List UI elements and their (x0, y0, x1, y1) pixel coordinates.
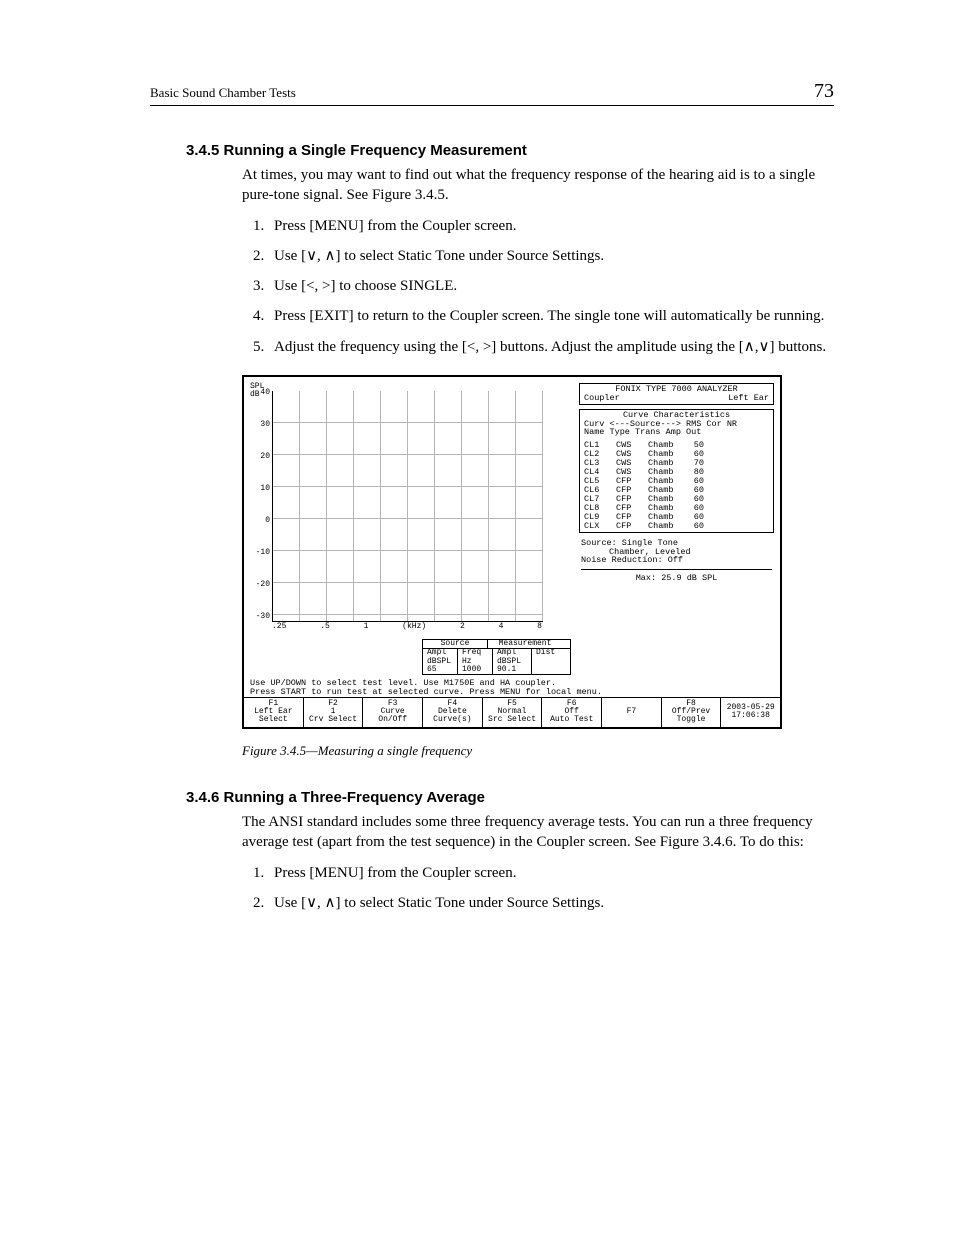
source-measurement-box: Source Measurement Ampl Freq Ampl Dist (422, 639, 571, 676)
spl-chart: SPL dB 40 30 20 10 0 -10 -20 -30 .25 (272, 383, 552, 633)
x-tick: 4 (499, 623, 504, 631)
plot-grid (272, 391, 543, 622)
x-tick: .5 (320, 623, 330, 631)
fkey-f1: F1Left EarSelect (244, 698, 304, 727)
page: Basic Sound Chamber Tests 73 3.4.5 Runni… (0, 0, 954, 1027)
fkey-f5: F5NormalSrc Select (483, 698, 543, 727)
sm-cell: 65 (423, 666, 458, 674)
section-346-step: Press [MENU] from the Coupler screen. (268, 863, 834, 883)
section-346-intro: The ANSI standard includes some three fr… (242, 812, 834, 853)
x-tick: 2 (460, 623, 465, 631)
fkey-line2: Src Select (484, 716, 541, 724)
fkey-line2: On/Off (364, 716, 421, 724)
y-tick: -20 (254, 581, 270, 589)
y-tick: 30 (254, 421, 270, 429)
function-keys: F1Left EarSelectF21Crv SelectF3CurveOn/O… (244, 697, 780, 727)
fkey-line2: Select (245, 716, 302, 724)
status-nr: Noise Reduction: Off (581, 556, 772, 565)
analyzer-title-box: FONIX TYPE 7000 ANALYZER Coupler Left Ea… (579, 383, 774, 405)
src-header: Source (423, 640, 488, 648)
y-tick: 10 (254, 485, 270, 493)
status-max: Max: 25.9 dB SPL (581, 574, 772, 583)
curve-row: CL3CWSChamb70 (584, 459, 769, 468)
curve-row: CL5CFPChamb60 (584, 477, 769, 486)
fkey-line2: 17:06:38 (722, 712, 779, 720)
figure-345-caption: Figure 3.4.5—Measuring a single frequenc… (242, 743, 834, 759)
section-345-step: Press [MENU] from the Coupler screen. (268, 216, 834, 236)
y-tick: -30 (254, 613, 270, 621)
chart-column: SPL dB 40 30 20 10 0 -10 -20 -30 .25 (250, 383, 571, 676)
fkey-number: F7 (603, 708, 660, 716)
section-345-step: Adjust the frequency using the [<, >] bu… (268, 337, 834, 357)
curve-row: CLX CFP Chamb 60 (584, 522, 769, 531)
section-345-intro: At times, you may want to find out what … (242, 165, 834, 206)
curve-characteristics-box: Curve Characteristics Curv <---Source---… (579, 409, 774, 533)
section-345-step: Use [∨, ∧] to select Static Tone under S… (268, 246, 834, 266)
x-tick: 8 (537, 623, 542, 631)
x-tick: (kHz) (402, 623, 426, 631)
section-346-body: The ANSI standard includes some three fr… (242, 812, 834, 913)
section-345-steps: Press [MENU] from the Coupler screen. Us… (242, 216, 834, 357)
sm-cell (532, 666, 570, 674)
curve-row: CL2CWSChamb60 (584, 450, 769, 459)
fkey-line2: Toggle (663, 716, 720, 724)
running-title: Basic Sound Chamber Tests (150, 85, 296, 101)
curve-row: CL7CFPChamb60 (584, 495, 769, 504)
curve-row: CL6CFPChamb60 (584, 486, 769, 495)
fkey-f2: F21Crv Select (304, 698, 364, 727)
y-tick: 40 (254, 389, 270, 397)
ear-label: Left Ear (728, 394, 769, 403)
section-345-step: Press [EXIT] to return to the Coupler sc… (268, 306, 834, 326)
meas-header: Measurement (488, 640, 562, 648)
x-tick: .25 (272, 623, 286, 631)
running-header: Basic Sound Chamber Tests 73 (150, 80, 834, 106)
section-346-step: Use [∨, ∧] to select Static Tone under S… (268, 893, 834, 913)
curve-row: CL9CFPChamb60 (584, 513, 769, 522)
curve-table: CL1CWSChamb50CL2CWSChamb60CL3CWSChamb70C… (584, 441, 769, 530)
help-lines: Use UP/DOWN to select test level. Use M1… (244, 677, 780, 697)
page-number: 73 (814, 80, 834, 103)
fkey-f8: F8Off/PrevToggle (662, 698, 722, 727)
section-345-step: Use [<, >] to choose SINGLE. (268, 276, 834, 296)
fkey-f7: F7 (602, 698, 662, 727)
curve-name: CLX (584, 522, 610, 531)
help-line-2: Press START to run test at selected curv… (250, 688, 774, 697)
status-block: Source: Single Tone Chamber, Leveled Noi… (579, 537, 774, 584)
curve-header-2: Name Type Trans Amp Out (584, 428, 769, 437)
section-346-heading: 3.4.6 Running a Three-Frequency Average (186, 789, 834, 806)
section-345-heading: 3.4.5 Running a Single Frequency Measure… (186, 142, 834, 159)
curve-row: CL8CFPChamb60 (584, 504, 769, 513)
x-ticks: .25 .5 1 (kHz) 2 4 8 (272, 623, 542, 631)
y-tick: 0 (254, 517, 270, 525)
coupler-label: Coupler (584, 394, 620, 403)
curve-trans: Chamb (648, 522, 680, 531)
y-tick: -10 (254, 549, 270, 557)
fkey-datetime: 2003-05-2917:06:38 (721, 698, 780, 727)
sm-cell: 1000 (458, 666, 493, 674)
sm-cell (532, 658, 570, 666)
fkey-f3: F3CurveOn/Off (363, 698, 423, 727)
section-345-body: At times, you may want to find out what … (242, 165, 834, 759)
curve-type: CFP (616, 522, 642, 531)
y-tick: 20 (254, 453, 270, 461)
fkey-f4: F4DeleteCurve(s) (423, 698, 483, 727)
x-tick: 1 (364, 623, 369, 631)
section-346-steps: Press [MENU] from the Coupler screen. Us… (242, 863, 834, 914)
curve-row: CL1CWSChamb50 (584, 441, 769, 450)
sm-cell: Dist (532, 649, 570, 657)
panel-column: FONIX TYPE 7000 ANALYZER Coupler Left Ea… (579, 383, 774, 676)
fkey-line2: Crv Select (305, 716, 362, 724)
figure-345: SPL dB 40 30 20 10 0 -10 -20 -30 .25 (242, 375, 834, 729)
curve-row: CL4CWSChamb80 (584, 468, 769, 477)
fkey-f6: F6OffAuto Test (542, 698, 602, 727)
sm-cell: 90.1 (493, 666, 532, 674)
fkey-line2: Curve(s) (424, 716, 481, 724)
fkey-line2: Auto Test (543, 716, 600, 724)
curve-amp: 60 (686, 522, 704, 531)
analyzer-screenshot: SPL dB 40 30 20 10 0 -10 -20 -30 .25 (242, 375, 782, 729)
